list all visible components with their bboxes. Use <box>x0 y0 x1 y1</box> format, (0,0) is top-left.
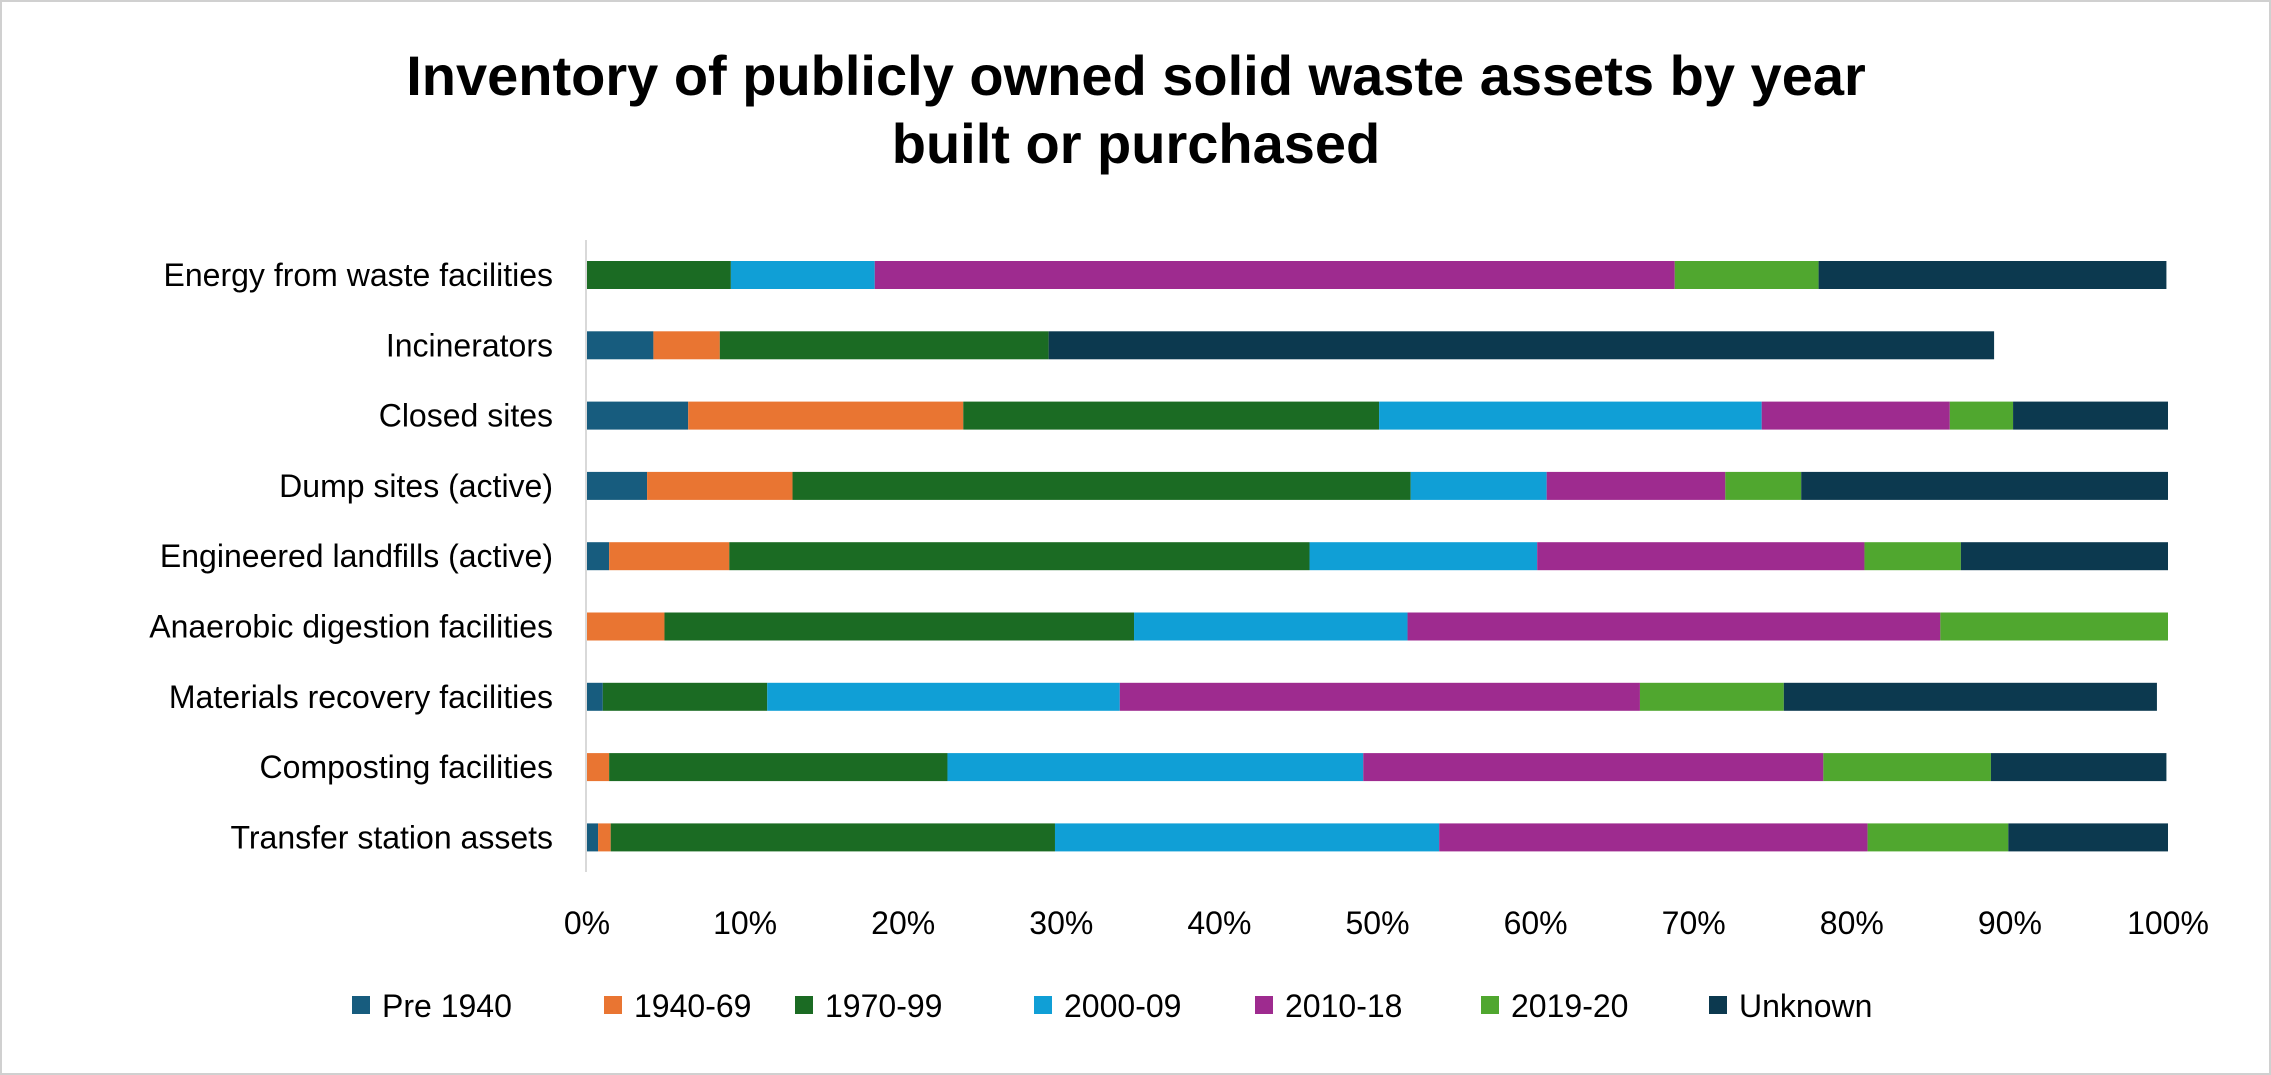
category-label: Composting facilities <box>260 749 553 785</box>
bar-segment <box>653 331 720 360</box>
bar-segment <box>2008 823 2168 852</box>
bar-segment <box>2013 401 2168 430</box>
legend-swatch <box>1709 996 1727 1014</box>
bar-segment <box>1674 261 1819 289</box>
bar-segment <box>609 753 948 782</box>
legend-swatch <box>1481 996 1499 1014</box>
x-tick-label: 10% <box>713 905 777 941</box>
legend-swatch <box>795 996 813 1014</box>
x-tick-label: 80% <box>1820 905 1884 941</box>
bar-segment <box>1407 612 1941 641</box>
category-label: Incinerators <box>386 327 553 363</box>
x-tick-label: 90% <box>1978 905 2042 941</box>
bar-segment <box>1439 823 1868 852</box>
x-tick-label: 50% <box>1345 905 1409 941</box>
category-label: Anaerobic digestion facilities <box>149 609 553 645</box>
bar-segment <box>947 753 1364 782</box>
bar-segment <box>1818 261 2167 289</box>
chart-title-line-2: built or purchased <box>892 112 1381 175</box>
bar-segment <box>664 612 1135 641</box>
legend: Pre 1940 1940-69 1970-99 2000-09 2010-18 2019… <box>352 988 1872 1024</box>
category-label: Closed sites <box>379 398 553 434</box>
bar-segment <box>1639 682 1784 711</box>
bar-segment <box>1048 331 1995 360</box>
bar-segment <box>1960 542 2168 571</box>
bar-segment <box>609 542 730 571</box>
bar-segment <box>1864 542 1961 571</box>
bar-segment <box>1054 823 1440 852</box>
bar-segment <box>587 471 648 500</box>
plot-area <box>587 261 2168 852</box>
bar-segment <box>587 753 610 782</box>
legend-label: Pre 1940 <box>382 988 512 1024</box>
x-tick-label: 100% <box>2127 905 2209 941</box>
bar-segment <box>1119 682 1640 711</box>
x-tick-label: 60% <box>1504 905 1568 941</box>
bar-segment <box>1134 612 1408 641</box>
legend-label: 2019-20 <box>1511 988 1628 1024</box>
category-label: Transfer station assets <box>231 819 554 855</box>
bar-segment <box>602 682 768 711</box>
bar-segment <box>1949 401 2014 430</box>
category-label: Dump sites (active) <box>279 468 553 504</box>
legend-swatch <box>1034 996 1052 1014</box>
bar-segment <box>647 471 793 500</box>
bar-segment <box>792 471 1411 500</box>
bar-segment <box>587 612 665 641</box>
bar-segment <box>1537 542 1865 571</box>
legend-swatch <box>604 996 622 1014</box>
bar-segment <box>587 682 603 711</box>
category-labels: Energy from waste facilities Incinerators… <box>149 257 553 855</box>
bar-segment <box>610 823 1055 852</box>
bar-segment <box>688 401 964 430</box>
bar-segment <box>587 401 689 430</box>
legend-swatch <box>1255 996 1273 1014</box>
bar-segment <box>587 331 654 360</box>
bar-segment <box>1725 471 1802 500</box>
legend-label: 1940-69 <box>634 988 751 1024</box>
bar-segment <box>1761 401 1950 430</box>
category-label: Energy from waste facilities <box>164 257 553 293</box>
bar-segment <box>587 542 610 571</box>
bar-segment <box>598 823 611 852</box>
x-axis-ticks: 0% 10% 20% 30% 40% 50% 60% 70% 80% 90% 100% <box>564 905 2209 941</box>
bar-segment <box>963 401 1380 430</box>
bar-segment <box>1379 401 1762 430</box>
bar-segment <box>1867 823 2009 852</box>
bar-segment <box>729 542 1310 571</box>
chart-title-line-1: Inventory of publicly owned solid waste … <box>406 44 1866 107</box>
legend-label: 2010-18 <box>1285 988 1402 1024</box>
bar-segment <box>1940 612 2168 641</box>
legend-label: 1970-99 <box>825 988 942 1024</box>
bar-segment <box>874 261 1675 289</box>
bar-segment <box>1363 753 1824 782</box>
x-tick-label: 30% <box>1029 905 1093 941</box>
bar-segment <box>730 261 875 289</box>
bar-segment <box>1783 682 2157 711</box>
bar-segment <box>587 261 731 289</box>
x-tick-label: 20% <box>871 905 935 941</box>
bar-segment <box>767 682 1120 711</box>
bar-segment <box>1801 471 2168 500</box>
legend-label: 2000-09 <box>1064 988 1181 1024</box>
x-tick-label: 0% <box>564 905 610 941</box>
bar-segment <box>1410 471 1547 500</box>
x-tick-label: 70% <box>1662 905 1726 941</box>
bar-segment <box>1823 753 1991 782</box>
bar-segment <box>1309 542 1538 571</box>
legend-swatch <box>352 996 370 1014</box>
legend-label: Unknown <box>1739 988 1872 1024</box>
bar-segment <box>587 823 599 852</box>
bar-segment <box>719 331 1049 360</box>
bar-segment <box>1546 471 1726 500</box>
x-tick-label: 40% <box>1187 905 1251 941</box>
bar-segment <box>1990 753 2167 782</box>
category-label: Engineered landfills (active) <box>160 538 553 574</box>
category-label: Materials recovery facilities <box>169 679 553 715</box>
